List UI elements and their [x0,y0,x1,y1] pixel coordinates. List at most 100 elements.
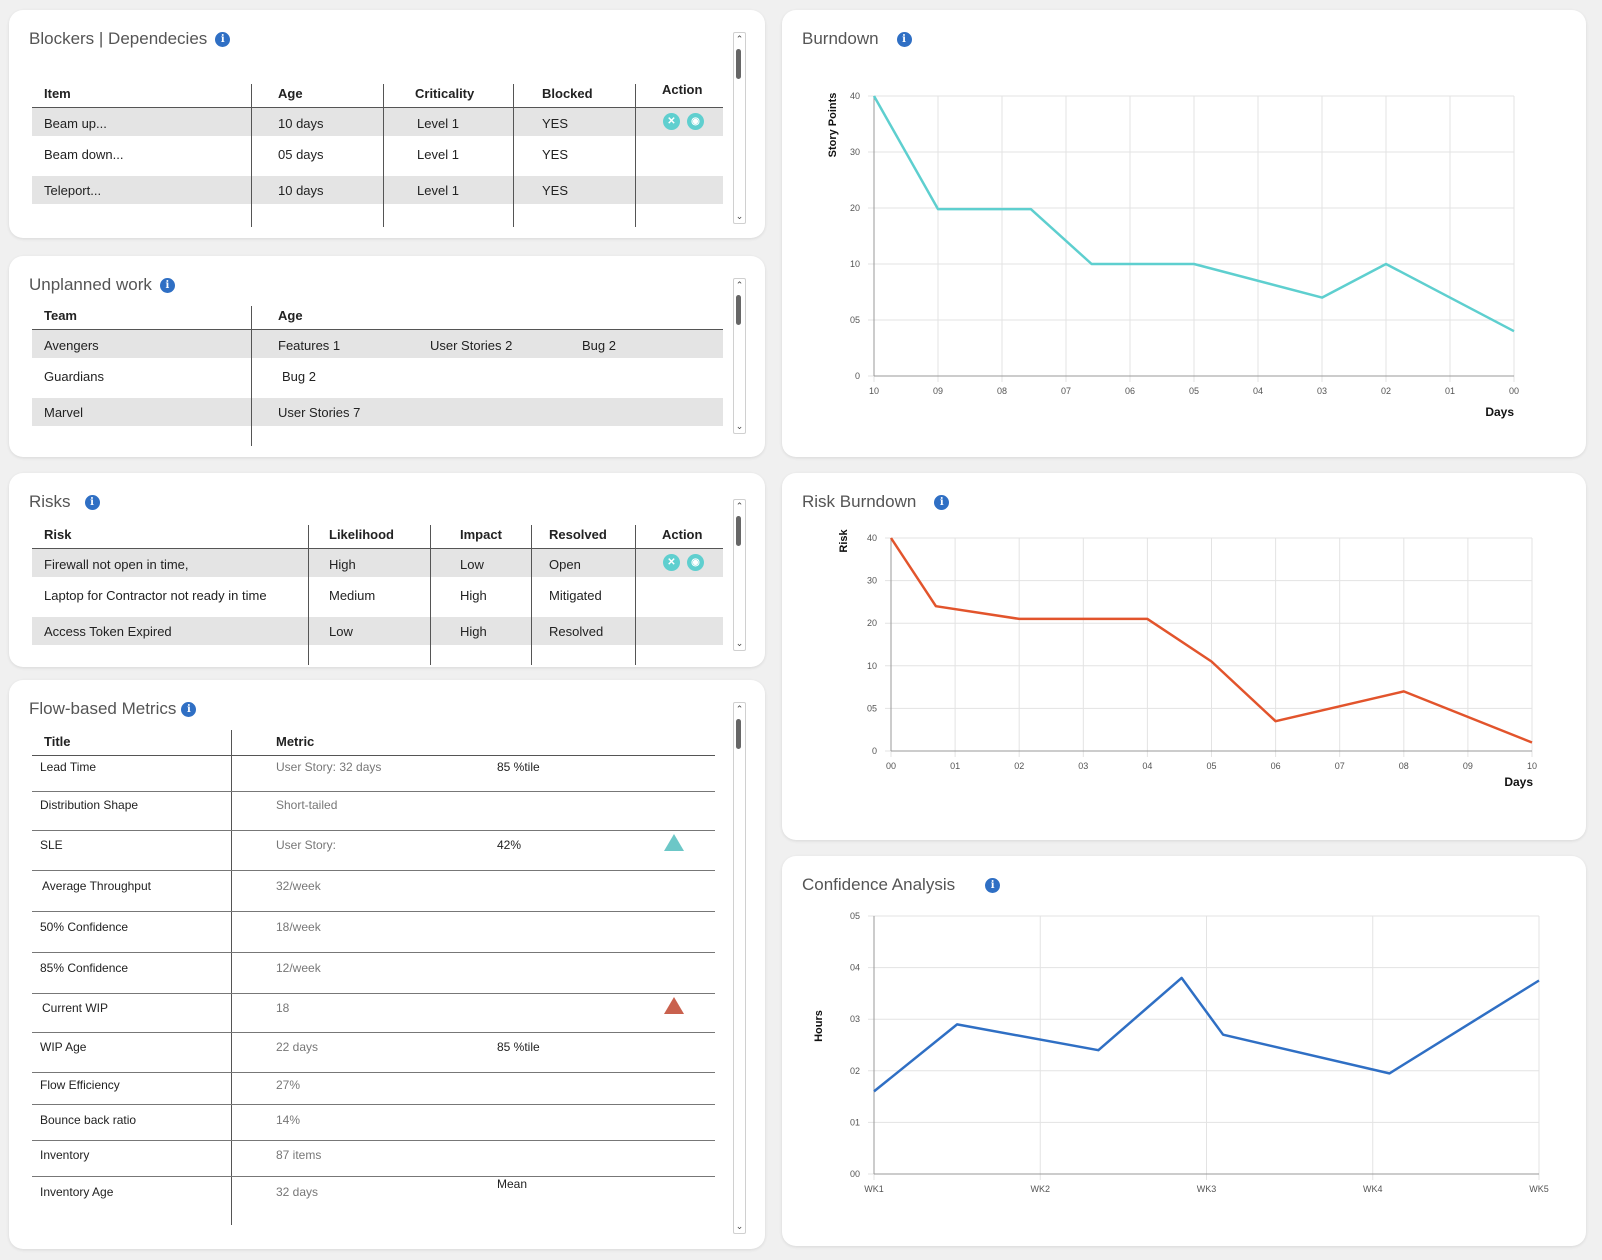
metric-value: Short-tailed [276,798,338,812]
y-tick-label: 10 [850,259,860,269]
scroll-thumb[interactable] [736,49,741,79]
info-icon[interactable]: i [934,494,950,510]
table-cell-item[interactable]: Beam down... [44,147,124,162]
info-icon[interactable]: i [896,31,912,47]
blockers-table: Item Age Criticality Blocked Action Beam… [32,72,723,227]
flow-title: Flow-based Metrics i [29,699,197,719]
info-icon[interactable]: i [181,701,197,717]
blockers-title: Blockers | Dependecies i [29,29,231,49]
table-cell-work: Bug 2 [282,369,316,384]
scrollbar[interactable]: ⌃ ⌄ [733,702,746,1234]
scroll-up-icon[interactable]: ⌃ [735,34,744,44]
y-tick-label: 20 [850,203,860,213]
scroll-up-icon[interactable]: ⌃ [735,704,744,714]
scrollbar[interactable]: ⌃ ⌄ [733,32,746,224]
table-cell-risk[interactable]: Access Token Expired [44,624,172,639]
info-icon[interactable]: i [215,31,231,47]
info-icon[interactable]: i [84,494,100,510]
y-axis-label: Hours [813,1010,825,1042]
series-line [873,976,1540,1093]
col-header-blocked: Blocked [542,86,593,101]
x-tick-label: 06 [1125,386,1135,396]
table-cell-likelihood: Medium [329,588,376,603]
view-icon[interactable]: ◉ [687,113,704,130]
table-cell-impact: Low [460,557,484,572]
metric-value: 18 [276,1001,290,1015]
confidence-chart: 00 01 02 03 04 05 WK1 WK2 WK3 WK4 WK5 Hours [813,911,1549,1194]
scroll-down-icon[interactable]: ⌄ [735,1221,744,1231]
x-tick-label: 00 [1509,386,1519,396]
x-tick-label: WK3 [1197,1184,1217,1194]
scroll-thumb[interactable] [736,719,741,749]
close-icon[interactable]: ✕ [663,554,680,571]
unplanned-title-text: Unplanned work [29,275,152,294]
metric-extra: 85 %tile [497,1040,540,1054]
metric-title: Average Throughput [42,879,151,893]
info-icon[interactable]: i [985,877,1001,893]
metric-extra: Mean [497,1177,528,1191]
x-tick-label: 01 [1445,386,1455,396]
col-header-likelihood: Likelihood [329,527,394,542]
burndown-card: Burndown i 0 05 10 20 30 40 10 09 08 07 06 05 04 03 02… [782,10,1586,457]
series-line [872,95,1515,333]
col-header-age: Age [278,86,303,101]
close-icon[interactable]: ✕ [663,113,680,130]
scroll-up-icon[interactable]: ⌃ [735,501,744,511]
col-header-age: Age [278,308,303,323]
x-tick-label: 09 [1463,761,1473,771]
y-tick-label: 00 [850,1169,860,1179]
metric-title: Distribution Shape [40,798,139,812]
y-tick-label: 30 [850,147,860,157]
scrollbar[interactable]: ⌃ ⌄ [733,499,746,651]
x-tick-label: WK2 [1030,1184,1050,1194]
scroll-thumb[interactable] [736,295,741,325]
confidence-card: Confidence Analysis i 00 01 02 03 04 05 WK1 WK2… [782,856,1586,1246]
x-tick-label: 07 [1335,761,1345,771]
risk-burndown-card: Risk Burndown i 0 05 10 20 30 40 00 01 02 03 04 05 0… [782,473,1586,840]
scroll-down-icon[interactable]: ⌄ [735,421,744,431]
x-axis-label: Days [1485,405,1514,419]
x-tick-label: 09 [933,386,943,396]
y-tick-label: 0 [855,371,860,381]
table-cell-team: Marvel [44,405,84,420]
view-icon[interactable]: ◉ [687,554,704,571]
scroll-down-icon[interactable]: ⌄ [735,211,744,221]
table-cell-work: User Stories 2 [430,338,513,353]
table-cell-risk[interactable]: Firewall not open in time, [44,557,189,572]
risk-burndown-chart: 0 05 10 20 30 40 00 01 02 03 04 05 06 07 08 09 10 Risk Day… [838,529,1537,789]
x-tick-label: WK5 [1529,1184,1549,1194]
metric-title: WIP Age [40,1040,87,1054]
x-tick-label: 08 [1399,761,1409,771]
metric-extra: 85 %tile [497,760,540,774]
scroll-up-icon[interactable]: ⌃ [735,280,744,290]
scrollbar[interactable]: ⌃ ⌄ [733,278,746,434]
scroll-thumb[interactable] [736,516,741,546]
metric-title: 85% Confidence [40,961,129,975]
col-header-action: Action [662,527,703,542]
y-tick-label: 40 [850,91,860,101]
table-cell-resolved: Mitigated [549,588,602,603]
table-cell-item[interactable]: Teleport... [44,183,102,198]
table-cell-impact: High [460,624,487,639]
table-cell-item[interactable]: Beam up... [44,116,107,131]
table-cell-criticality: Level 1 [417,183,459,198]
table-cell-impact: High [460,588,487,603]
col-header-impact: Impact [460,527,502,542]
table-cell-work: User Stories 7 [278,405,361,420]
info-icon[interactable]: i [159,277,175,293]
scroll-down-icon[interactable]: ⌄ [735,638,744,648]
unplanned-title: Unplanned work i [29,275,175,295]
unplanned-table: Team Age Avengers Features 1 User Storie… [32,306,723,446]
y-tick-label: 04 [850,963,860,973]
table-cell-resolved: Resolved [549,624,604,639]
table-cell-team: Avengers [44,338,99,353]
series-line [889,537,1533,744]
table-cell-age: 10 days [278,183,324,198]
x-tick-label: 05 [1206,761,1216,771]
table-cell-age: 10 days [278,116,324,131]
flow-table: Title Metric Lead Time User Story: 32 day… [32,730,715,1235]
burndown-chart: 0 05 10 20 30 40 10 09 08 07 06 05 04 03 02 01 00 Story P… [827,91,1519,419]
table-cell-risk[interactable]: Laptop for Contractor not ready in time [44,588,267,603]
col-header-title: Title [44,734,71,749]
x-tick-label: 04 [1142,761,1152,771]
